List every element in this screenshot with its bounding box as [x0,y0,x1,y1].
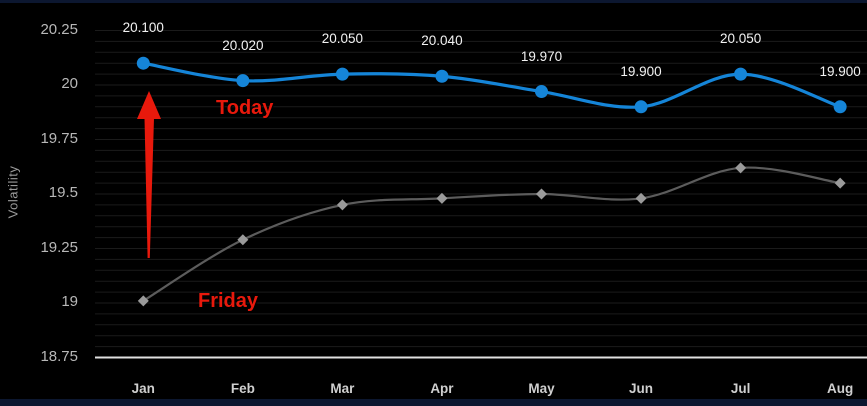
x-tick-label: Feb [230,381,255,396]
today-data-point [535,85,548,99]
today-data-point [136,56,150,70]
friday-series-markers [137,162,846,307]
up-trend-arrow-icon [137,91,161,258]
friday-data-point [536,188,547,200]
friday-series-line [142,166,841,302]
annotation-friday-label: Friday [198,290,259,312]
data-label-today: 19.900 [819,63,861,79]
today-data-point [734,67,748,81]
x-tick-label: Jan [131,381,155,396]
x-tick-label: Aug [827,381,854,396]
y-tick-label: 19 [61,293,78,310]
friday-data-point [237,234,249,246]
y-tick-label: 19.75 [40,129,78,147]
minor-gridlines [95,30,867,348]
today-data-point [833,100,847,114]
friday-data-point [436,192,448,204]
x-tick-label: Mar [330,381,355,396]
friday-data-point [735,162,747,174]
today-data-point [435,69,449,83]
friday-data-point [834,177,846,189]
x-tick-label: Jun [629,381,654,396]
top-edge-strip [0,0,867,3]
x-tick-label: Apr [430,381,454,396]
y-tick-label: 18.75 [40,347,78,365]
friday-data-point [336,199,348,211]
annotation-today-label: Today [216,97,274,119]
x-tick-label: May [528,381,555,396]
data-label-today: 19.970 [520,48,563,64]
data-label-today: 20.020 [222,37,264,53]
friday-data-point [635,192,647,204]
friday-data-point [137,295,149,307]
today-series-markers [136,56,847,114]
bottom-edge-strip [0,399,867,406]
y-tick-label: 20.25 [40,20,78,38]
y-tick-label: 20 [61,75,78,92]
data-label-today: 20.100 [122,20,164,36]
today-data-point [335,67,349,81]
data-label-today: 19.900 [620,63,662,79]
today-data-point [236,74,250,88]
data-label-today: 20.050 [719,31,762,47]
x-tick-label: Jul [730,381,751,396]
y-tick-label: 19.25 [40,238,78,256]
data-label-today: 20.050 [321,31,364,47]
y-tick-label: 19.5 [48,184,78,201]
today-series-line [143,61,841,109]
today-data-point [634,100,648,114]
data-label-today: 20.040 [421,33,463,49]
